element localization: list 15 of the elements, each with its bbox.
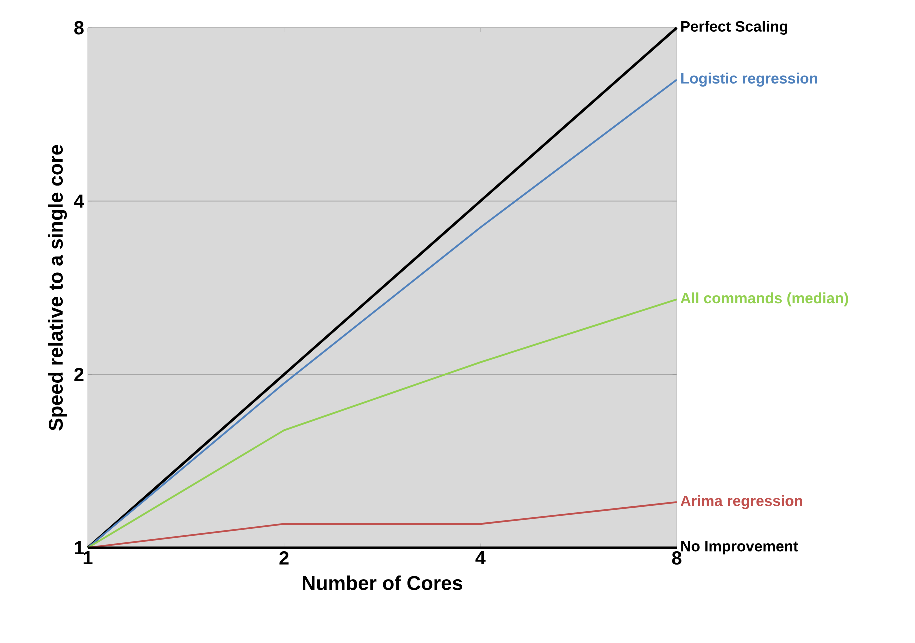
y-tick-label: 4 [74,194,84,208]
series-label: No Improvement [682,541,798,555]
series-label: Perfect Scaling [682,20,788,35]
y-tick-label: 8 [74,21,84,35]
x-tick-label: 2 [280,552,289,565]
series-label: Logistic regression [682,72,818,87]
series-label: Arima regression [680,495,802,510]
x-axis-title: Number of Cores [303,576,462,590]
x-tick-label: 4 [476,552,486,565]
x-tick-label: 8 [672,552,682,565]
y-tick-label: 2 [74,368,84,382]
y-tick-label: 1 [75,541,84,555]
y-axis-title: Speed relative to a single core [48,145,68,431]
x-tick-label: 1 [84,552,93,565]
series-label: All commands (median) [680,292,848,307]
